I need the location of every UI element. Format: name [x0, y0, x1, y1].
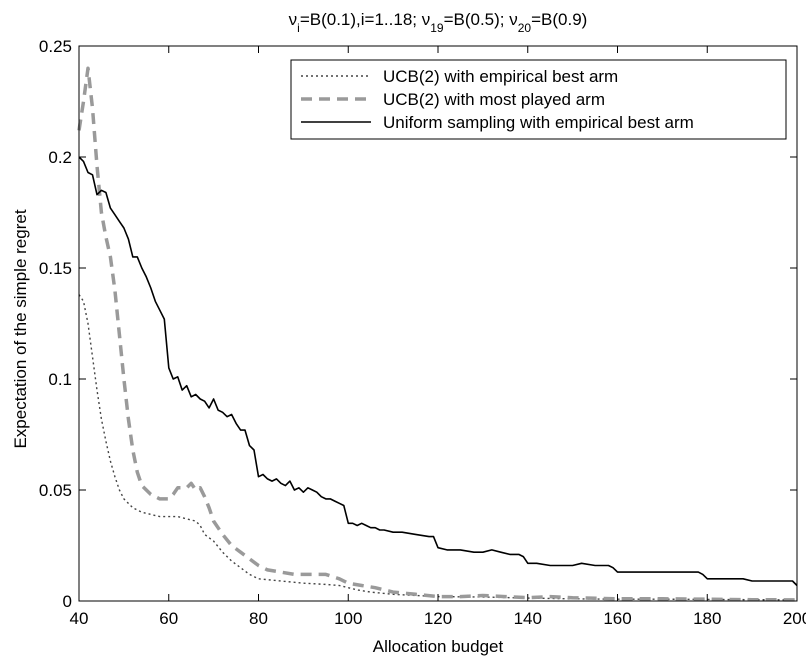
- axes: 40 60 80 100 120 140 160 180 200 0 0.05 0.1 0.15 0.2 0…: [39, 37, 806, 628]
- legend-label-3: Uniform sampling with empirical best arm: [383, 113, 694, 132]
- x-tick-label: 180: [693, 609, 721, 628]
- series-line-2: [77, 66, 798, 602]
- x-tick-label: 120: [424, 609, 452, 628]
- x-tick-label: 200: [783, 609, 806, 628]
- series-line-3: [78, 156, 798, 587]
- plot-area: [77, 66, 798, 602]
- series-line-1: [78, 294, 798, 601]
- chart-title: νi=B(0.1),i=1..18; ν19=B(0.5); ν20=B(0.9…: [289, 10, 588, 35]
- legend-frame: [290, 59, 787, 140]
- x-tick-label: 40: [70, 609, 89, 628]
- y-tick-label: 0: [63, 592, 72, 611]
- x-tick-label: 140: [514, 609, 542, 628]
- x-axis-label: Allocation budget: [373, 637, 504, 656]
- legend-label-1: UCB(2) with empirical best arm: [383, 67, 618, 86]
- y-tick-label: 0.2: [48, 148, 72, 167]
- y-tick-label: 0.15: [39, 259, 72, 278]
- x-tick-label: 80: [249, 609, 268, 628]
- y-tick-label: 0.25: [39, 37, 72, 56]
- y-axis-label: Expectation of the simple regret: [11, 209, 30, 448]
- legend: UCB(2) with empirical best arm UCB(2) wit…: [290, 59, 787, 140]
- x-tick-label: 100: [334, 609, 362, 628]
- y-tick-label: 0.05: [39, 481, 72, 500]
- y-tick-label: 0.1: [48, 370, 72, 389]
- x-tick-label: 160: [603, 609, 631, 628]
- x-tick-label: 60: [159, 609, 178, 628]
- legend-label-2: UCB(2) with most played arm: [383, 90, 605, 109]
